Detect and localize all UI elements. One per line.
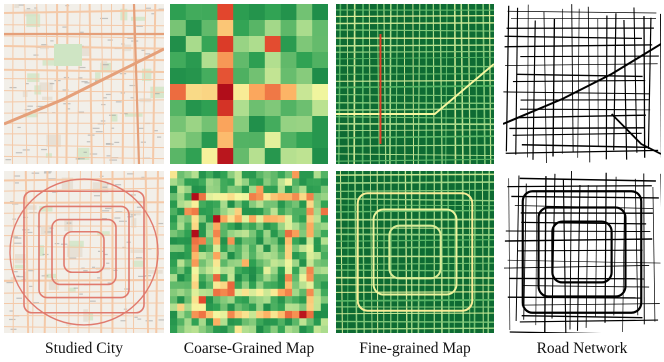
coarse-grained-heatmap-bottom [170, 171, 328, 333]
road-network-map-top [503, 4, 661, 164]
caption-fine-grained-map: Fine-grained Map [359, 340, 471, 357]
studied-city-map-top [4, 4, 164, 164]
road-network-map-bottom [503, 171, 661, 333]
caption-road-network: Road Network [536, 340, 628, 357]
coarse-grained-heatmap-top [170, 4, 328, 164]
caption-coarse-grained-map: Coarse-Grained Map [183, 340, 315, 357]
fine-grained-heatmap-bottom [336, 171, 494, 333]
caption-studied-city: Studied City [45, 340, 123, 357]
fine-grained-heatmap-top [336, 4, 494, 164]
studied-city-map-bottom [4, 171, 164, 333]
